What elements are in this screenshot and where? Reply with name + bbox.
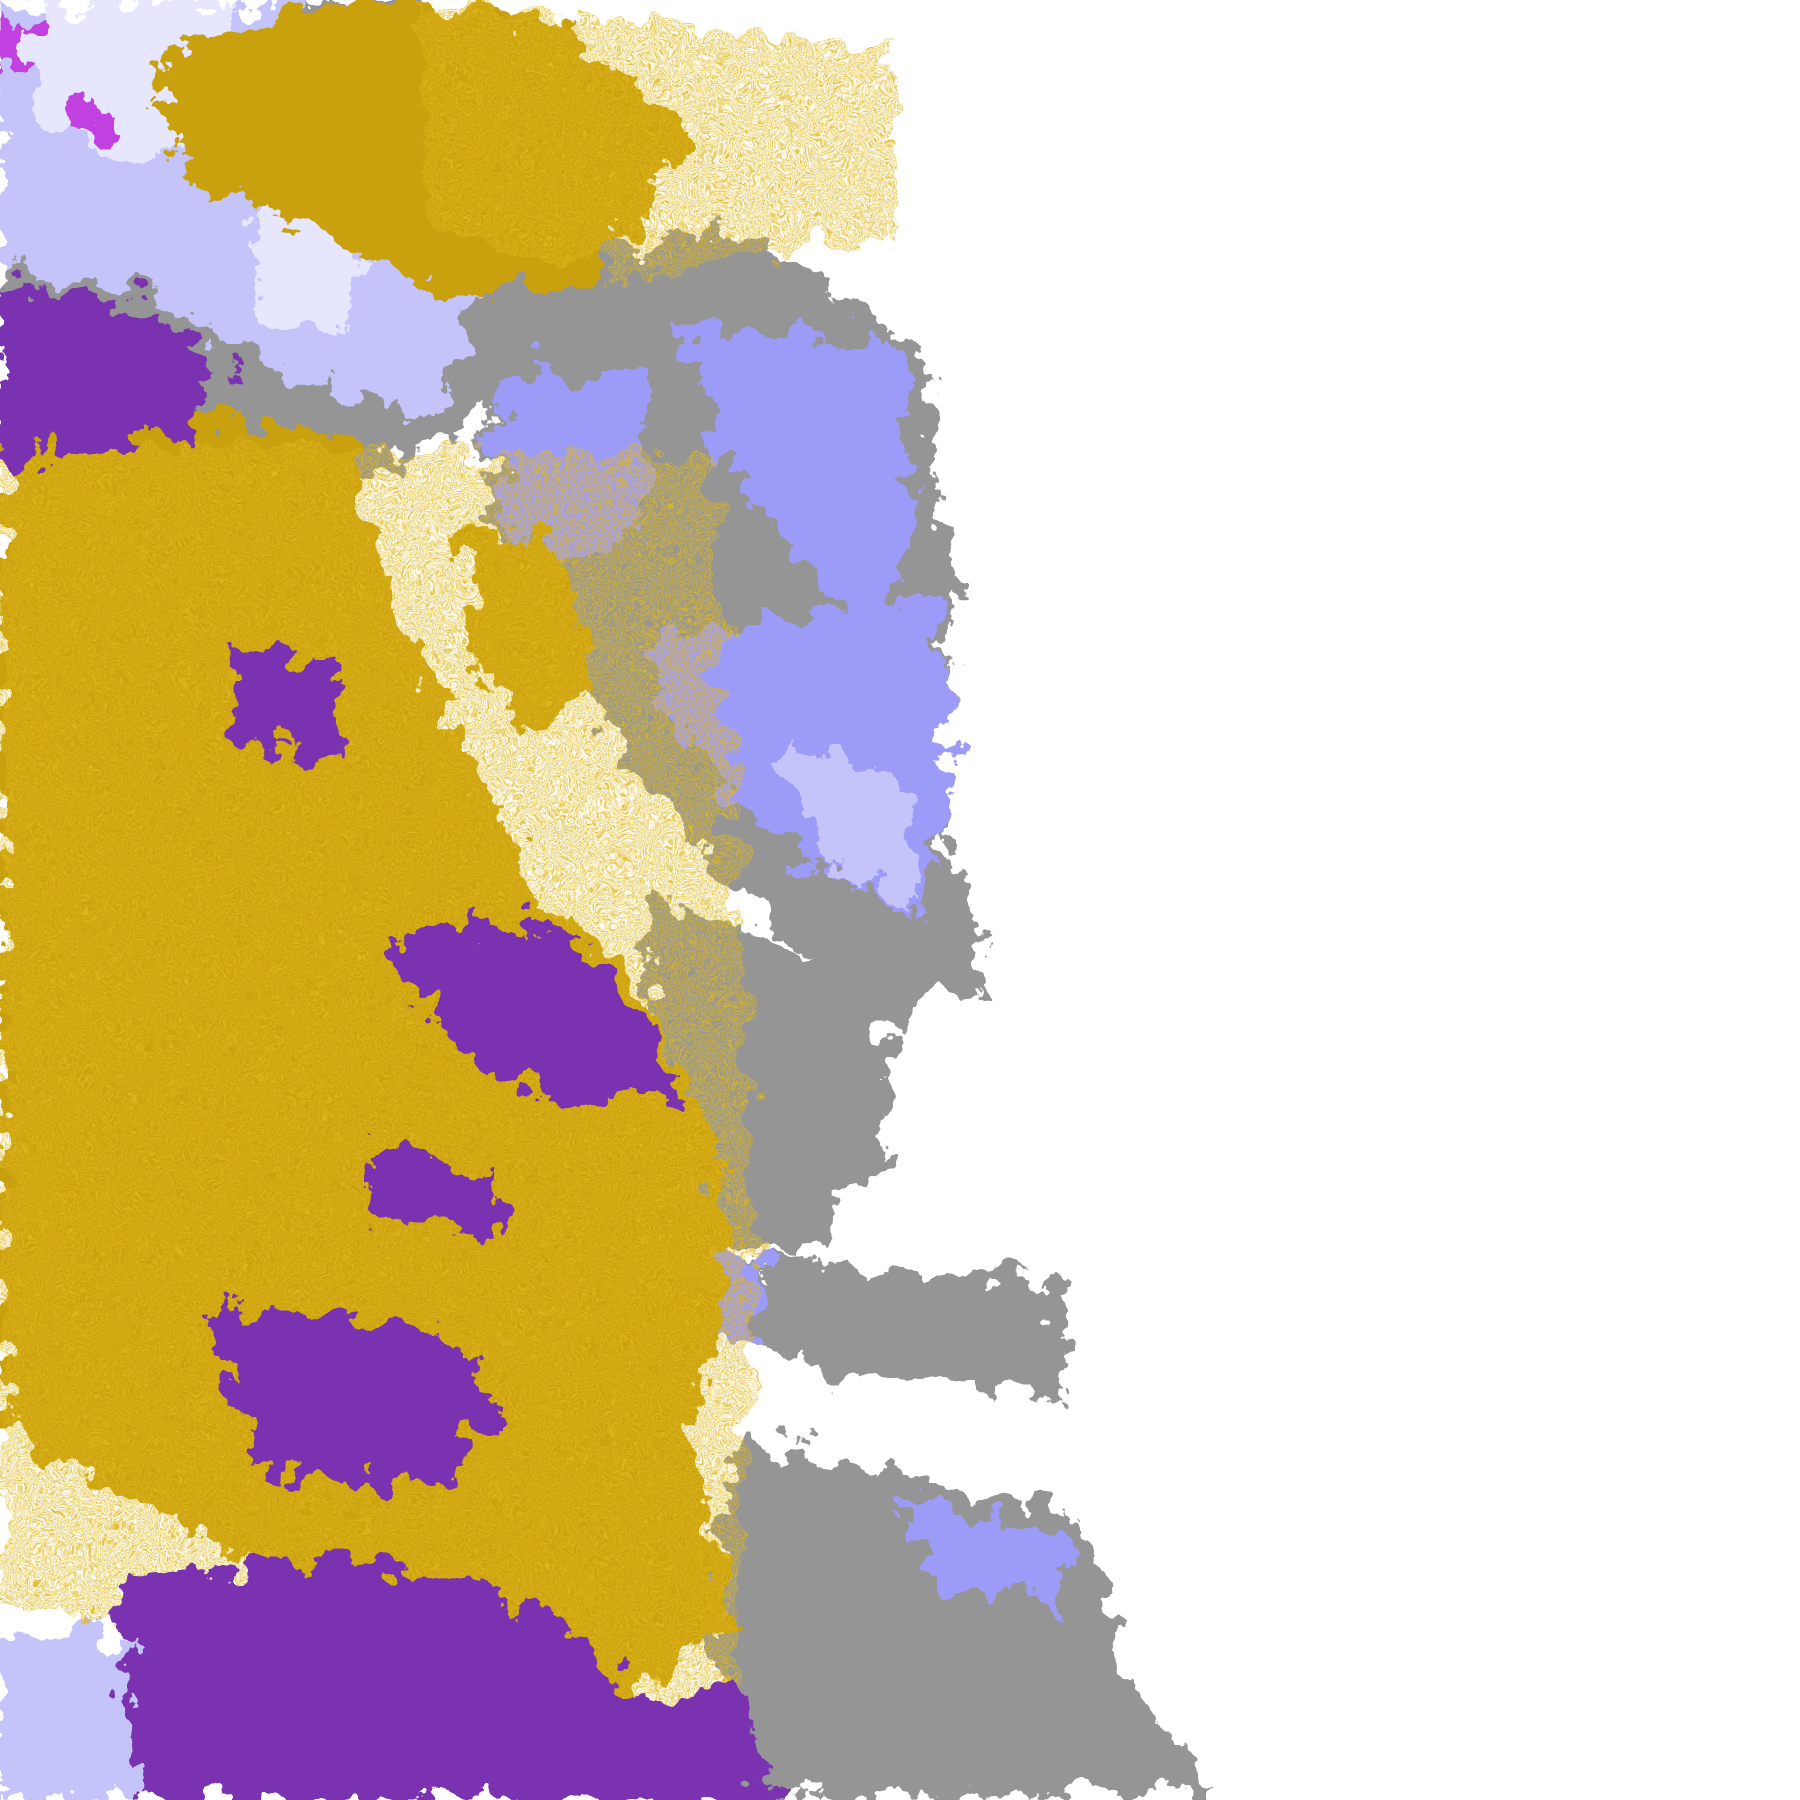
cloud-layer-purple — [0, 286, 781, 1800]
cloud-layer-gold-speckle — [0, 0, 896, 1722]
cloud-layer-magenta — [0, 22, 115, 138]
